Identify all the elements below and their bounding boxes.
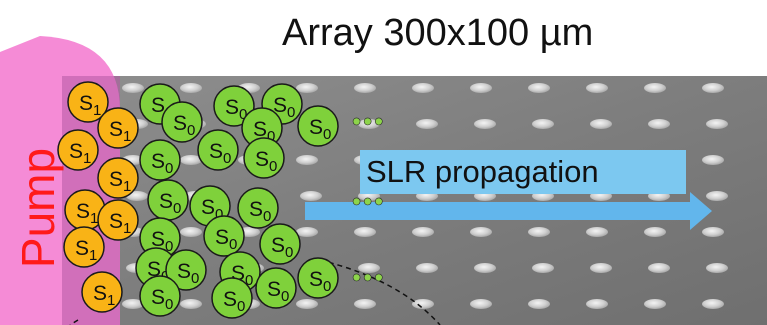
- pillar: [354, 227, 376, 237]
- ground-molecule: S0: [255, 267, 297, 309]
- pillar: [470, 83, 492, 93]
- ground-molecule: S0: [243, 137, 285, 179]
- pillar: [296, 227, 318, 237]
- ground-molecule: S0: [297, 105, 339, 147]
- pillar: [586, 83, 608, 93]
- pillar: [474, 263, 496, 273]
- pillar: [470, 227, 492, 237]
- dashed-guide-right: [319, 259, 441, 325]
- pillar: [648, 119, 670, 129]
- pillar: [354, 299, 376, 309]
- pillar: [180, 299, 202, 309]
- ground-molecule: S0: [237, 187, 279, 229]
- ground-molecule: S0: [139, 217, 181, 259]
- pillar: [416, 263, 438, 273]
- pillar: [354, 83, 376, 93]
- pillar: [644, 227, 666, 237]
- ellipsis: •••: [352, 262, 385, 292]
- ground-molecule: S0: [259, 223, 301, 265]
- excited-molecule: S1: [67, 81, 109, 123]
- molecule-layer: S1S1S1S1S1S1S1S1S0S0S0S0S0S0S0S0S0S0S0S0…: [57, 81, 339, 319]
- pillar: [358, 119, 380, 129]
- pillar: [122, 299, 144, 309]
- pillar: [648, 263, 670, 273]
- excited-molecule: S1: [97, 157, 139, 199]
- ground-molecule: S0: [161, 101, 203, 143]
- pillar: [590, 119, 612, 129]
- pillar: [702, 155, 724, 165]
- pillar: [358, 263, 380, 273]
- pillar: [702, 299, 724, 309]
- pillar: [532, 263, 554, 273]
- pillar: [586, 227, 608, 237]
- pillar: [300, 191, 322, 201]
- excited-molecule: S1: [81, 271, 123, 313]
- ground-molecule: S0: [147, 179, 189, 221]
- pillar: [412, 227, 434, 237]
- pillar: [180, 155, 202, 165]
- ground-molecule: S0: [165, 249, 207, 291]
- ground-molecule: S0: [297, 257, 339, 299]
- pillar: [470, 299, 492, 309]
- ground-molecule: S0: [203, 215, 245, 257]
- excited-molecule: S1: [63, 226, 105, 268]
- excited-molecule: S1: [57, 129, 99, 171]
- pillar: [412, 83, 434, 93]
- pump-label: Pump: [12, 147, 65, 269]
- pillar: [296, 299, 318, 309]
- pillar: [702, 83, 724, 93]
- pillar: [586, 299, 608, 309]
- pillar: [706, 263, 728, 273]
- ellipsis-layer: •••••••••: [352, 106, 385, 293]
- pillar: [474, 119, 496, 129]
- propagation-arrow: [305, 192, 712, 230]
- excited-molecule: S1: [97, 199, 139, 241]
- ground-molecule: S0: [211, 277, 253, 319]
- pillar: [702, 227, 724, 237]
- pillar: [706, 191, 728, 201]
- pillar: [296, 155, 318, 165]
- excited-molecule: S1: [97, 107, 139, 149]
- pillar: [528, 83, 550, 93]
- pillar: [532, 119, 554, 129]
- pillar: [122, 83, 144, 93]
- ground-molecule: S0: [139, 275, 181, 317]
- pillar: [180, 227, 202, 237]
- pillar: [180, 83, 202, 93]
- pillar: [416, 119, 438, 129]
- pillar: [412, 299, 434, 309]
- ground-molecule: S0: [197, 129, 239, 171]
- pillar: [296, 83, 318, 93]
- dashed-guide-left: [69, 319, 79, 325]
- pillar: [706, 119, 728, 129]
- pillar: [644, 83, 666, 93]
- pillar: [528, 227, 550, 237]
- pillar: [528, 299, 550, 309]
- array-title: Array 300x100 µm: [282, 12, 594, 54]
- ground-molecule: S0: [139, 139, 181, 181]
- ellipsis: •••: [352, 106, 385, 136]
- ground-molecule: S0: [213, 85, 255, 127]
- pillar: [644, 299, 666, 309]
- slr-propagation-label: SLR propagation: [360, 150, 686, 194]
- pillar: [590, 263, 612, 273]
- pump-label-wrap: Pump: [12, 118, 65, 298]
